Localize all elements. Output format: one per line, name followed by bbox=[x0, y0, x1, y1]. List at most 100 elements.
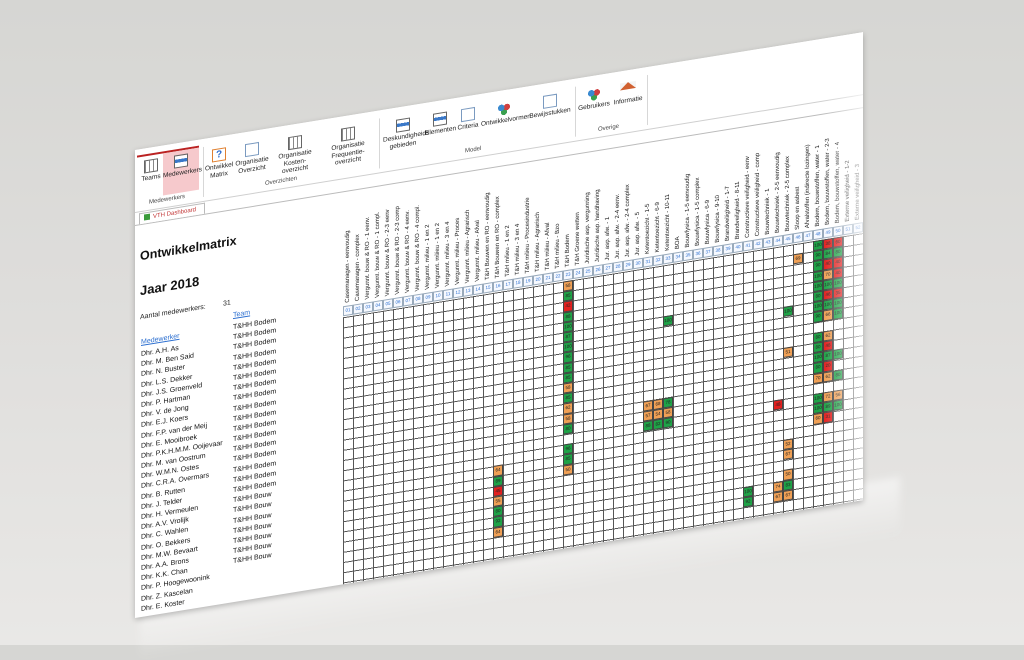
column-number-link[interactable]: 32 bbox=[653, 254, 663, 267]
frequency-table-icon bbox=[341, 126, 355, 142]
column-number-link[interactable]: 17 bbox=[503, 278, 513, 291]
column-header: Vergunnt. bouw & RO - 1 eenv. bbox=[363, 181, 373, 302]
column-number-link[interactable]: 03 bbox=[363, 301, 373, 314]
column-header: T&H Bouwen en RO - complex bbox=[493, 160, 503, 281]
column-number-link[interactable]: 35 bbox=[683, 249, 693, 262]
team-list: T&HH Bodem T&HH Bodem T&HH Bodem T&HH Bodem… bbox=[233, 312, 303, 588]
column-number-link[interactable]: 06 bbox=[393, 296, 403, 309]
column-header: Bodem, bouwstoffen, water - 1 bbox=[813, 109, 823, 230]
column-number-link[interactable]: 41 bbox=[743, 239, 753, 252]
kosten-overzicht-button[interactable]: Organisatie Kosten-overzicht bbox=[271, 132, 319, 177]
table-icon bbox=[144, 158, 158, 174]
column-number-link[interactable]: 45 bbox=[783, 233, 793, 246]
elementen-button[interactable]: Elementen bbox=[425, 110, 456, 137]
column-number-link[interactable]: 48 bbox=[813, 228, 823, 241]
column-number-link[interactable]: 12 bbox=[453, 286, 463, 299]
column-header-label: Constructieve veiligheid - comp bbox=[755, 152, 761, 237]
column-number-link[interactable]: 25 bbox=[583, 265, 593, 278]
column-header: T&H milieu - Procesindustrie bbox=[523, 156, 533, 277]
column-header-label: Vergunnt. bouw & RO - 1 compl. bbox=[375, 211, 381, 299]
column-header-label: Jur. asp. afw. - 1 bbox=[605, 216, 611, 261]
column-number-link[interactable]: 18 bbox=[513, 277, 523, 289]
tab-label: VTH Dashboard bbox=[153, 207, 197, 221]
column-number-link[interactable]: 05 bbox=[383, 298, 393, 310]
column-header-label: T&H Groene wetten bbox=[575, 211, 581, 266]
deskundigheidsgebieden-button[interactable]: Deskundigheids gebieden bbox=[383, 115, 429, 151]
column-header-label: T&H milieu - Agrarisch bbox=[535, 211, 541, 273]
report-title: Ontwikkelmatrix bbox=[140, 233, 237, 264]
column-number-link[interactable]: 37 bbox=[703, 246, 713, 259]
column-number-link[interactable]: 15 bbox=[483, 282, 493, 294]
column-number-link[interactable]: 43 bbox=[763, 236, 773, 249]
group-separator bbox=[203, 146, 204, 197]
column-number-link[interactable]: 46 bbox=[793, 231, 803, 244]
column-number-link[interactable]: 13 bbox=[463, 285, 473, 297]
column-number-link[interactable]: 14 bbox=[473, 283, 483, 296]
team-column-header[interactable]: Team bbox=[233, 309, 251, 320]
column-header: Jur. asp. afw. - 5 bbox=[633, 138, 643, 259]
column-number-link[interactable]: 21 bbox=[543, 272, 553, 284]
column-number-link[interactable]: 44 bbox=[773, 235, 783, 247]
score-cell: 67 bbox=[773, 490, 783, 503]
teams-button[interactable]: Teams bbox=[139, 157, 163, 183]
column-number-link[interactable]: 36 bbox=[693, 248, 703, 260]
column-number-link[interactable]: 11 bbox=[443, 288, 453, 301]
score-cell: 88 bbox=[643, 420, 653, 432]
score-cell: 64 bbox=[493, 525, 503, 538]
column-number-link[interactable]: 23 bbox=[563, 269, 573, 281]
column-number-link[interactable]: 01 bbox=[343, 304, 353, 317]
column-number-link[interactable]: 04 bbox=[373, 299, 383, 312]
column-header-label: Vergunnt. bouw & RO - 4 compl. bbox=[415, 204, 421, 292]
column-number-link[interactable]: 31 bbox=[643, 256, 653, 268]
column-header-label: Bouwfysica - 6-9 bbox=[705, 199, 711, 245]
column-number-link[interactable]: 24 bbox=[573, 267, 583, 280]
column-header-label: Afvalstoffen (indirecte lozingen) bbox=[805, 143, 811, 229]
criteria-button[interactable]: Criteria bbox=[456, 106, 480, 132]
gebruikers-button[interactable]: Gebruikers bbox=[577, 85, 611, 113]
column-number-link[interactable]: 10 bbox=[433, 290, 443, 302]
column-header-label: Vergunnt. bouw & RO - 4 eenv. bbox=[405, 209, 411, 294]
column-number-link[interactable]: 47 bbox=[803, 230, 813, 242]
score-cell: 67 bbox=[783, 489, 793, 502]
column-number-link[interactable]: 30 bbox=[633, 257, 643, 270]
column-number-link[interactable]: 08 bbox=[413, 293, 423, 305]
column-number-link[interactable]: 39 bbox=[723, 243, 733, 255]
ontwikkel-matrix-button[interactable]: ? Ontwikkel Matrix bbox=[205, 146, 233, 181]
column-number-link[interactable]: 16 bbox=[493, 280, 503, 293]
column-number-link[interactable]: 09 bbox=[423, 291, 433, 304]
column-number-link[interactable]: 07 bbox=[403, 294, 413, 307]
organisatie-overzicht-button[interactable]: Organisatie Overzicht bbox=[235, 140, 269, 176]
frequentie-overzicht-button[interactable]: Organisatie Frequentie-overzicht bbox=[321, 123, 375, 169]
column-header-label: Vergunnt. milieu - 1 en 2 bbox=[425, 224, 431, 291]
column-number-link[interactable]: 26 bbox=[593, 264, 603, 276]
column-header: Vergunnt. milieu - 1 en 2 bbox=[423, 172, 433, 293]
column-number-link[interactable]: 34 bbox=[673, 251, 683, 263]
ontwikkelvormen-button[interactable]: Ontwikkelvormen bbox=[481, 99, 531, 129]
document-icon bbox=[245, 141, 259, 158]
bewijsstukken-button[interactable]: Bewijsstukken bbox=[529, 91, 571, 120]
column-number-link[interactable]: 02 bbox=[353, 303, 363, 315]
score-cell: 70 bbox=[813, 372, 823, 384]
column-number-link[interactable]: 28 bbox=[613, 260, 623, 273]
column-header-label: Bodem, bouwstoffen, water - 1 bbox=[815, 144, 821, 227]
column-number-link[interactable]: 33 bbox=[663, 252, 673, 265]
column-number-link[interactable]: 27 bbox=[603, 262, 613, 275]
development-forms-icon bbox=[497, 101, 511, 117]
column-number-link[interactable]: 29 bbox=[623, 259, 633, 271]
edge-fade bbox=[823, 32, 863, 507]
informatie-button[interactable]: Informatie bbox=[612, 80, 644, 108]
organisatie-overzicht-label: Organisatie Overzicht bbox=[235, 155, 269, 175]
column-header: Vergunnt. milieu - 3 en 4 bbox=[443, 168, 453, 289]
medewerkers-button[interactable]: Medewerkers bbox=[163, 147, 202, 196]
column-header: T&H Groene wetten bbox=[573, 147, 583, 268]
column-number-link[interactable]: 19 bbox=[523, 275, 533, 288]
column-number-link[interactable]: 20 bbox=[533, 273, 543, 286]
column-header: T&H Bouwen en RO - eenvoudig bbox=[483, 162, 493, 283]
column-header: Afvalstoffen (indirecte lozingen) bbox=[803, 110, 813, 231]
column-number-link[interactable]: 38 bbox=[713, 244, 723, 257]
column-header: Brandveiligheid - 8-11 bbox=[733, 122, 743, 243]
group-separator bbox=[575, 86, 576, 137]
column-number-link[interactable]: 40 bbox=[733, 241, 743, 254]
column-number-link[interactable]: 42 bbox=[753, 238, 763, 250]
column-number-link[interactable]: 22 bbox=[553, 270, 563, 283]
